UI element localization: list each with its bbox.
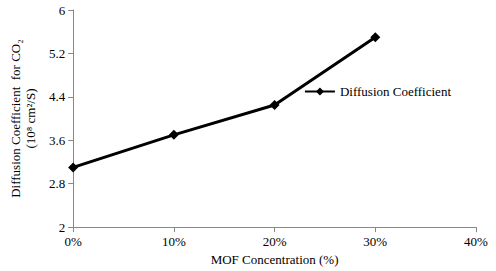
svg-text:20%: 20% — [263, 234, 287, 249]
svg-text:6: 6 — [59, 3, 66, 18]
svg-text:0%: 0% — [64, 234, 82, 249]
svg-text:Diffusion Coefficient for CO₂: Diffusion Coefficient for CO₂ — [8, 39, 23, 198]
svg-text:MOF Concentration (%): MOF Concentration (%) — [211, 252, 339, 267]
svg-text:40%: 40% — [464, 234, 488, 249]
svg-text:(10⁸ cm²/S): (10⁸ cm²/S) — [23, 89, 38, 149]
svg-text:4.4: 4.4 — [49, 89, 66, 104]
svg-text:10%: 10% — [162, 234, 186, 249]
svg-text:2: 2 — [59, 220, 66, 235]
svg-text:3.6: 3.6 — [49, 133, 66, 148]
svg-text:Diffusion Coefficient: Diffusion Coefficient — [340, 84, 451, 99]
svg-text:5.2: 5.2 — [49, 46, 65, 61]
svg-text:30%: 30% — [363, 234, 387, 249]
svg-text:2.8: 2.8 — [49, 176, 65, 191]
